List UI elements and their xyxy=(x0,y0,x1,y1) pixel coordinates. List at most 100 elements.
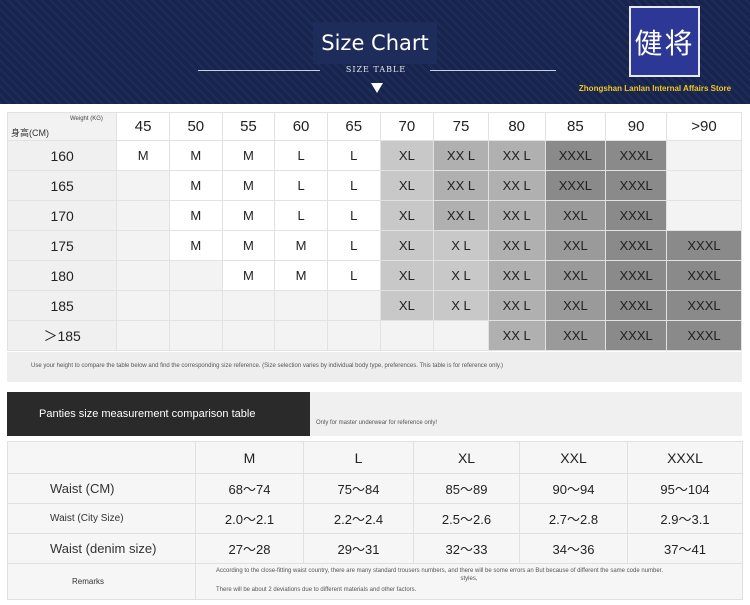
panties-row-label: Waist (City Size) xyxy=(7,503,196,534)
height-header-cell: 170 xyxy=(6,200,118,231)
size-cell xyxy=(116,230,170,261)
panties-row: Waist (CM) 68～74 75～84 85～89 90～94 95～104 xyxy=(7,473,743,504)
size-cell: L xyxy=(326,200,381,231)
size-cell xyxy=(116,200,170,231)
size-cell: M xyxy=(221,200,276,231)
size-cell: M xyxy=(274,230,328,261)
size-cell xyxy=(116,170,170,201)
size-cell: XXXL xyxy=(605,260,667,291)
size-chart-row: 160 M M M L L XL XX L XX L XXXL XXXL xyxy=(6,140,742,171)
panties-value-cell: 32～33 xyxy=(413,533,520,564)
size-cell xyxy=(116,320,170,351)
panties-row-label: Waist (denim size) xyxy=(7,533,196,564)
size-cell: XX L xyxy=(487,290,546,321)
size-cell xyxy=(326,290,381,321)
size-cell: XX L xyxy=(487,200,546,231)
height-header-cell: 165 xyxy=(6,170,118,201)
size-cell xyxy=(433,320,489,351)
size-cell xyxy=(274,290,328,321)
size-cell: XXXL xyxy=(605,140,667,171)
size-cell: XXXL xyxy=(605,320,667,351)
remarks-line-2: There will be about 2 deviations due to … xyxy=(216,587,417,594)
weight-header-cell: 90 xyxy=(605,112,667,141)
size-chart-row: 185 XL X L XX L XXL XXXL XXXL xyxy=(6,290,742,321)
height-header-cell: 185 xyxy=(6,290,118,321)
remarks-text: According to the close-fitting waist cou… xyxy=(195,563,743,600)
size-cell: XX L xyxy=(433,140,489,171)
weight-header-cell: 70 xyxy=(379,112,435,141)
height-header-cell: 175 xyxy=(6,230,118,261)
remarks-line-1b: styles, xyxy=(460,575,478,582)
panties-section-title: Panties size measurement comparison tabl… xyxy=(7,392,310,436)
size-cell: X L xyxy=(433,260,489,291)
size-cell: XXXL xyxy=(666,260,742,291)
size-cell: M xyxy=(168,170,223,201)
panties-size-header: XL xyxy=(413,441,520,474)
size-cell: M xyxy=(116,140,170,171)
height-header-cell: ＞185 xyxy=(6,320,118,351)
size-cell: L xyxy=(326,230,381,261)
weight-header-cell: 80 xyxy=(487,112,546,141)
size-cell: XXXL xyxy=(666,290,742,321)
size-cell: XL xyxy=(379,230,435,261)
panties-size-table: M L XL XXL XXXL Waist (CM) 68～74 75～84 85～89 90～9… xyxy=(7,441,743,600)
size-cell: XXXL xyxy=(605,200,667,231)
size-cell xyxy=(168,290,223,321)
size-chart-row: 165 M M L L XL XX L XX L XXXL XXXL xyxy=(6,170,742,201)
corner-cell: Weight (KG) 身高(CM) xyxy=(6,112,118,141)
panties-value-cell: 2.5～2.6 xyxy=(413,503,520,534)
panties-value-cell: 2.2～2.4 xyxy=(303,503,414,534)
size-cell: M xyxy=(221,230,276,261)
size-cell: XX L xyxy=(487,260,546,291)
size-cell: XX L xyxy=(487,230,546,261)
panties-value-cell: 90～94 xyxy=(519,473,628,504)
size-cell xyxy=(221,320,276,351)
size-cell: XXXL xyxy=(666,230,742,261)
weight-header-row: Weight (KG) 身高(CM) 45 50 55 60 65 70 75 80 85 90 >90 xyxy=(6,112,742,141)
size-cell: M xyxy=(221,140,276,171)
panties-value-cell: 68～74 xyxy=(195,473,304,504)
size-cell: XL xyxy=(379,140,435,171)
remarks-label: Remarks xyxy=(7,563,196,600)
size-cell: XXL xyxy=(544,260,607,291)
down-arrow-icon xyxy=(371,83,383,93)
size-cell: XX L xyxy=(433,170,489,201)
panties-note: Only for master underwear for reference … xyxy=(310,392,742,436)
panties-value-cell: 29～31 xyxy=(303,533,414,564)
weight-header-cell: 55 xyxy=(221,112,276,141)
panties-value-cell: 2.0～2.1 xyxy=(195,503,304,534)
panties-row: Waist (denim size) 27～28 29～31 32～33 34～36 37… xyxy=(7,533,743,564)
brand-logo: 健将 xyxy=(629,6,700,77)
weight-header-cell: >90 xyxy=(666,112,742,141)
size-cell: XXXL xyxy=(544,140,607,171)
panties-size-header: XXL xyxy=(519,441,628,474)
size-chart-row: 180 M M L XL X L XX L XXL XXXL XXXL xyxy=(6,260,742,291)
page-title: Size Chart xyxy=(313,22,437,64)
weight-header-cell: 75 xyxy=(433,112,489,141)
size-chart-row: 175 M M M L XL X L XX L XXL XXXL XXXL xyxy=(6,230,742,261)
size-cell: M xyxy=(274,260,328,291)
size-cell xyxy=(116,290,170,321)
size-cell: M xyxy=(168,140,223,171)
size-cell: XXXL xyxy=(666,320,742,351)
panties-value-cell: 27～28 xyxy=(195,533,304,564)
size-cell: XL xyxy=(379,260,435,291)
size-cell: XXL xyxy=(544,230,607,261)
weight-header-cell: 60 xyxy=(274,112,328,141)
size-cell: L xyxy=(274,170,328,201)
size-chart-note: Use your height to compare the table bel… xyxy=(7,352,742,382)
size-cell xyxy=(168,260,223,291)
size-chart-row: 170 M M L L XL XX L XX L XXL XXXL xyxy=(6,200,742,231)
size-cell xyxy=(168,320,223,351)
size-cell: XXXL xyxy=(544,170,607,201)
page-subtitle: SIZE TABLE xyxy=(345,65,407,74)
height-axis-label: 身高(CM) xyxy=(11,128,49,138)
size-cell: L xyxy=(326,170,381,201)
remarks-line-1: According to the close-fitting waist cou… xyxy=(216,567,664,574)
weight-header-cell: 50 xyxy=(168,112,223,141)
size-cell: XL xyxy=(379,200,435,231)
size-cell: L xyxy=(274,140,328,171)
store-name: Zhongshan Lanlan Internal Affairs Store xyxy=(578,84,732,93)
size-cell: XL xyxy=(379,290,435,321)
size-cell xyxy=(274,320,328,351)
